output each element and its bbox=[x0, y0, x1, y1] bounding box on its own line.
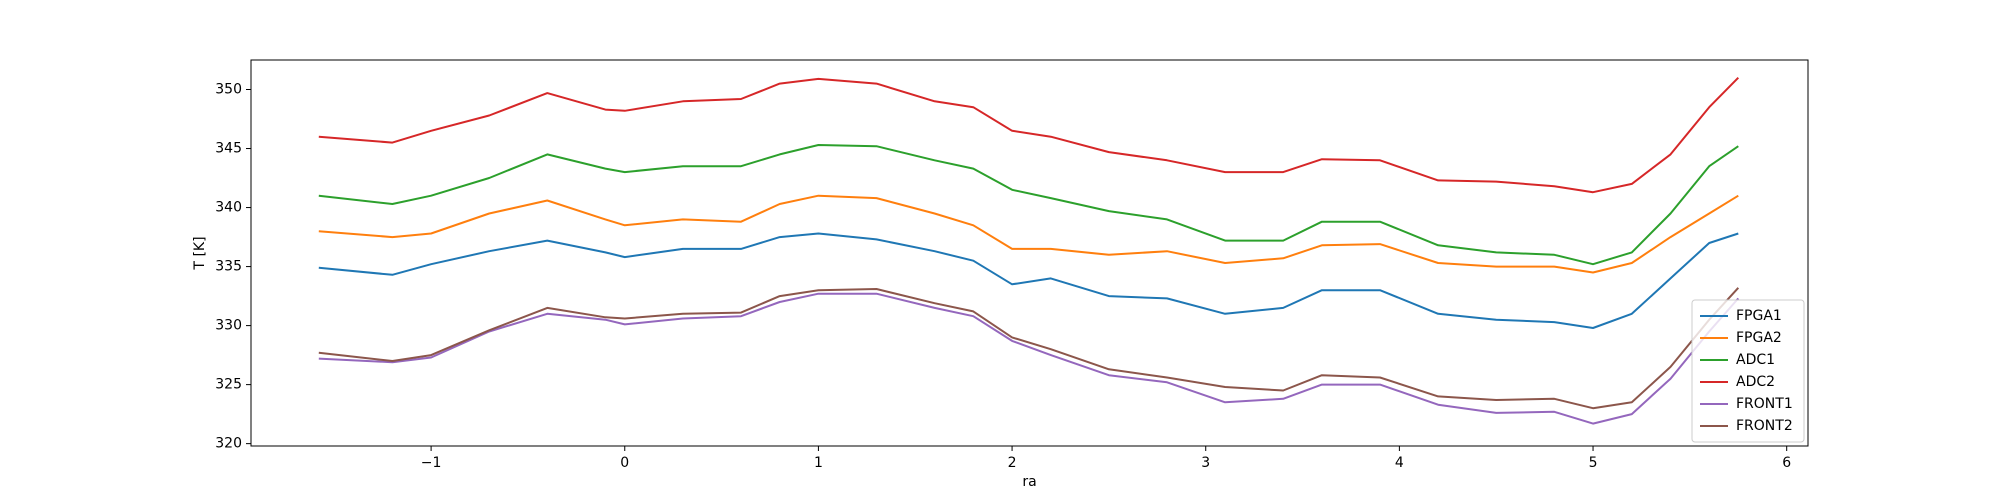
x-tick-label: 0 bbox=[620, 455, 629, 471]
y-tick-label: 325 bbox=[215, 377, 242, 393]
plot-frame bbox=[250, 59, 1809, 447]
y-tick-label: 345 bbox=[215, 141, 242, 157]
x-tick-label: 3 bbox=[1201, 455, 1210, 471]
y-axis-label: T [K] bbox=[192, 236, 208, 270]
y-tick-label: 335 bbox=[215, 259, 242, 275]
x-tick-label: 5 bbox=[1589, 455, 1598, 471]
x-tick-label: 4 bbox=[1395, 455, 1404, 471]
legend-label: FRONT2 bbox=[1736, 418, 1793, 434]
series-line bbox=[318, 76, 1740, 194]
y-tick-label: 320 bbox=[215, 436, 242, 452]
series-line bbox=[318, 232, 1739, 329]
series-line bbox=[318, 292, 1740, 425]
x-axis-label: ra bbox=[1022, 474, 1036, 490]
series-line bbox=[318, 287, 1740, 410]
series-line bbox=[318, 194, 1739, 274]
x-tick-label: 2 bbox=[1008, 455, 1017, 471]
y-tick-label: 340 bbox=[215, 200, 242, 216]
legend-label: ADC2 bbox=[1736, 374, 1775, 390]
legend-label: FPGA2 bbox=[1736, 330, 1782, 346]
x-tick-label: 6 bbox=[1782, 455, 1791, 471]
legend-label: FPGA1 bbox=[1736, 308, 1782, 324]
legend-box bbox=[1691, 299, 1805, 443]
y-tick-label: 350 bbox=[215, 82, 242, 98]
legend-label: FRONT1 bbox=[1736, 396, 1793, 412]
series-line bbox=[318, 144, 1739, 266]
x-tick-label: −1 bbox=[421, 455, 442, 471]
x-tick-label: 1 bbox=[814, 455, 823, 471]
legend-label: ADC1 bbox=[1736, 352, 1775, 368]
y-tick-label: 330 bbox=[215, 318, 242, 334]
